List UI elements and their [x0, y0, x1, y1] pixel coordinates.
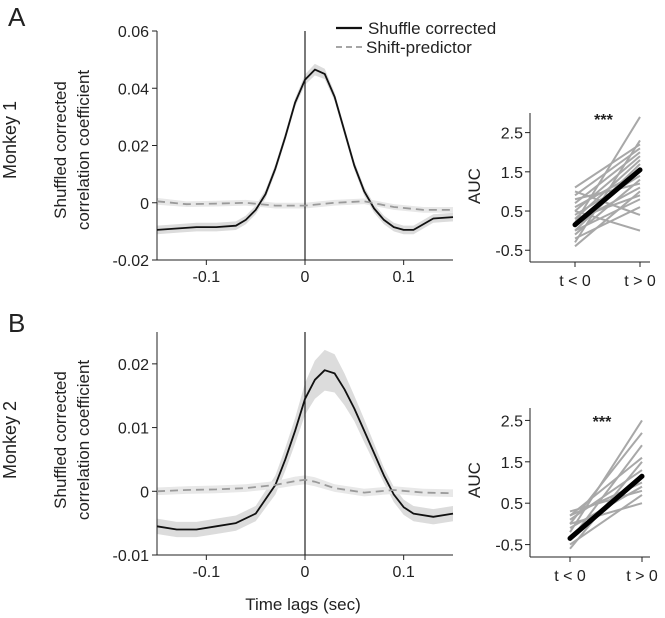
legend-solid-label: Shuffle corrected — [368, 19, 496, 38]
x-axis-label: Time lags (sec) — [245, 595, 361, 614]
panel-letter-a: A — [8, 2, 26, 32]
y-tick-label: 0.02 — [118, 139, 149, 156]
session-pair-line — [569, 502, 643, 525]
row-label-monkey-2: Monkey 2 — [0, 401, 20, 479]
session-pair-line — [574, 116, 641, 224]
session-pair-line — [569, 489, 643, 513]
session-pair-line — [574, 190, 641, 216]
auc-category-label: t < 0 — [559, 273, 591, 290]
session-pair-line — [569, 494, 643, 546]
auc-category-label: t > 0 — [626, 568, 658, 585]
shuffle-corrected-line — [156, 68, 454, 231]
y-axis-label-line-2: correlation coefficient — [74, 360, 93, 521]
session-pair-line — [574, 143, 641, 189]
session-pair-line — [574, 147, 641, 197]
mean-auc-line — [567, 473, 645, 541]
y-tick-label: -0.02 — [113, 253, 150, 270]
panel-letter-b: B — [8, 308, 25, 338]
y-tick-label: 0 — [140, 196, 149, 213]
significance-stars: *** — [593, 414, 612, 431]
session-pair-line — [569, 456, 643, 517]
auc-y-tick-label: 0.5 — [501, 204, 523, 221]
x-tick-label: 0.1 — [393, 564, 415, 581]
y-tick-label: 0.06 — [118, 24, 149, 41]
x-tick-label: -0.1 — [193, 269, 221, 286]
auc-y-tick-label: -0.5 — [495, 538, 523, 555]
chart-monkey-2-auc: AUC -0.5 0.5 1.5 2.5 t < 0 t > 0 *** — [465, 408, 658, 585]
chart-monkey-1-auc: AUC -0.5 0.5 1.5 2.5 t < 0 t > 0 *** — [465, 112, 656, 290]
mean-auc-line — [572, 167, 643, 228]
session-pair-line — [569, 419, 643, 533]
auc-y-tick-label: 2.5 — [501, 126, 523, 143]
chart-monkey-2-correlation: Shuffled corrected correlation coefficie… — [51, 332, 454, 581]
x-tick-label: 0 — [301, 269, 310, 286]
session-pair-line — [574, 206, 641, 240]
auc-y-tick-label: -0.5 — [495, 243, 523, 260]
y-tick-label: 0.01 — [118, 421, 149, 438]
session-pair-line — [574, 198, 641, 232]
session-pair-line — [574, 182, 641, 201]
chart-monkey-1-correlation: Shuffled corrected correlation coefficie… — [51, 24, 454, 286]
shift-predictor-line — [156, 478, 454, 495]
y-tick-label: -0.01 — [113, 548, 150, 565]
x-tick-label: 0.1 — [393, 269, 415, 286]
y-tick-label: 0 — [140, 484, 149, 501]
shift-predictor-line — [156, 200, 453, 211]
session-pair-line — [574, 190, 641, 248]
auc-y-tick-label: 0.5 — [501, 496, 523, 513]
significance-stars: *** — [594, 112, 613, 129]
session-pair-line — [569, 444, 643, 542]
y-axis-label-line-2: correlation coefficient — [74, 70, 93, 231]
auc-y-tick-label: 1.5 — [501, 165, 523, 182]
session-pair-line — [569, 469, 643, 521]
legend-dashed-label: Shift-predictor — [366, 38, 472, 57]
auc-y-axis-label: AUC — [465, 462, 484, 498]
y-axis-label-line-1: Shuffled corrected — [51, 81, 70, 219]
row-label-monkey-1: Monkey 1 — [0, 101, 20, 179]
x-tick-label: -0.1 — [193, 564, 221, 581]
auc-y-axis-label: AUC — [465, 168, 484, 204]
y-tick-label: 0.04 — [118, 81, 149, 98]
y-axis-label-line-1: Shuffled corrected — [51, 371, 70, 509]
auc-y-tick-label: 2.5 — [501, 413, 523, 430]
auc-category-label: t < 0 — [554, 568, 586, 585]
auc-y-tick-label: 1.5 — [501, 455, 523, 472]
auc-category-label: t > 0 — [624, 273, 656, 290]
y-tick-label: 0.02 — [118, 357, 149, 374]
x-tick-label: 0 — [301, 564, 310, 581]
shuffle-corrected-line — [156, 369, 454, 531]
legend: Shuffle corrected Shift-predictor — [336, 19, 496, 57]
